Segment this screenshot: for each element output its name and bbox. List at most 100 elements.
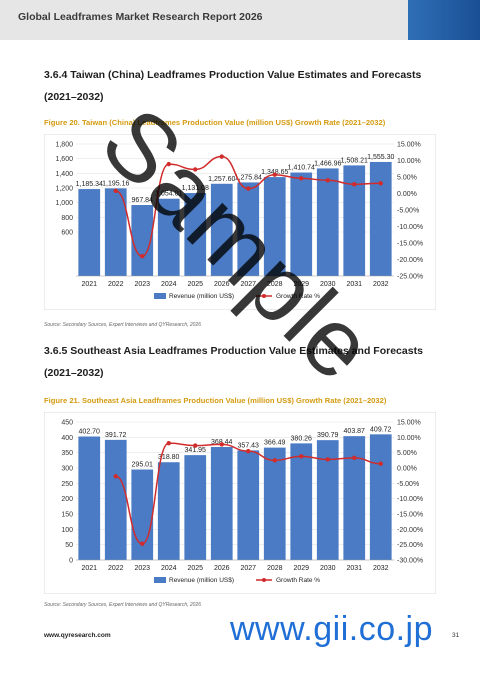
x-tick-label: 2031 bbox=[346, 565, 362, 572]
y2-tick-label: -10.00% bbox=[397, 224, 423, 231]
y2-tick-label: -20.00% bbox=[397, 257, 423, 264]
legend-swatch-revenue bbox=[154, 577, 166, 583]
growth-point bbox=[140, 541, 145, 546]
y-tick-label: 0 bbox=[69, 558, 73, 565]
legend-swatch-revenue bbox=[154, 293, 166, 299]
growth-point bbox=[193, 443, 198, 448]
bar bbox=[210, 447, 233, 560]
y-tick-label: 1,400 bbox=[55, 171, 73, 178]
data-label: 357.43 bbox=[238, 442, 260, 449]
bar bbox=[316, 168, 339, 276]
data-label: 1,508.21 bbox=[341, 157, 368, 164]
report-title: Global Leadframes Market Research Report… bbox=[18, 11, 263, 23]
y2-tick-label: 5.00% bbox=[397, 450, 417, 457]
chart-southeast-asia: 450 400 350 300 250 200 150 100 50 0 15.00% 10.00% 5… bbox=[44, 412, 436, 594]
y-tick-label: 250 bbox=[61, 481, 73, 488]
growth-point bbox=[378, 461, 383, 466]
y2-tick-label: -15.00% bbox=[397, 512, 423, 519]
x-tick-label: 2024 bbox=[161, 565, 177, 572]
bar bbox=[157, 198, 180, 276]
x-tick-label: 2027 bbox=[240, 281, 256, 288]
bar bbox=[131, 205, 154, 276]
y-tick-label: 1,000 bbox=[55, 200, 73, 207]
x-tick-label: 2021 bbox=[81, 281, 97, 288]
chart-taiwan: 1,800 1,600 1,400 1,200 1,000 800 600 15.00% 10.… bbox=[44, 134, 436, 310]
x-tick-label: 2032 bbox=[373, 281, 389, 288]
y2-tick-label: 15.00% bbox=[397, 142, 421, 149]
data-label: 1,555.30 bbox=[367, 154, 394, 161]
x-tick-label: 2029 bbox=[293, 281, 309, 288]
growth-point bbox=[140, 254, 145, 259]
x-tick-label: 2026 bbox=[214, 565, 230, 572]
bar bbox=[369, 434, 392, 560]
footer-url[interactable]: www.qyresearch.com bbox=[44, 632, 111, 639]
bar bbox=[369, 161, 392, 276]
data-label: 390.79 bbox=[317, 432, 339, 439]
data-label: 403.87 bbox=[344, 428, 366, 435]
y-tick-label: 350 bbox=[61, 450, 73, 457]
x-tick-label: 2031 bbox=[346, 281, 362, 288]
data-label: 1,257.60 bbox=[208, 176, 235, 183]
bar bbox=[104, 439, 127, 560]
page-header: Global Leadframes Market Research Report… bbox=[0, 0, 480, 40]
legend-label-growth: Growth Rate % bbox=[276, 577, 320, 584]
bar bbox=[237, 182, 260, 276]
data-label: 366.49 bbox=[264, 440, 286, 447]
growth-point bbox=[299, 454, 304, 459]
y2-tick-label: -5.00% bbox=[397, 481, 419, 488]
bar bbox=[210, 183, 233, 276]
growth-point bbox=[272, 172, 277, 177]
x-tick-label: 2029 bbox=[293, 565, 309, 572]
data-label: 1,410.74 bbox=[288, 165, 315, 172]
growth-point bbox=[299, 176, 304, 181]
data-label: 1,131.08 bbox=[182, 185, 209, 192]
growth-point bbox=[113, 188, 118, 194]
legend-marker-growth bbox=[262, 294, 266, 298]
bar bbox=[104, 188, 127, 276]
y-tick-label: 450 bbox=[61, 420, 73, 427]
y-tick-label: 1,200 bbox=[55, 186, 73, 193]
bar bbox=[237, 450, 260, 560]
y2-tick-label: -15.00% bbox=[397, 241, 423, 248]
growth-point bbox=[352, 455, 357, 461]
y-tick-label: 1,600 bbox=[55, 156, 73, 163]
legend-label-growth: Growth Rate % bbox=[276, 293, 320, 300]
section-heading-southeast-asia: 3.6.5 Southeast Asia Leadframes Producti… bbox=[44, 345, 423, 379]
y2-tick-label: -25.00% bbox=[397, 274, 423, 281]
y-tick-label: 1,800 bbox=[55, 142, 73, 149]
data-label: 1,195.16 bbox=[102, 180, 129, 187]
y2-tick-label: -20.00% bbox=[397, 527, 423, 534]
x-tick-label: 2022 bbox=[108, 565, 124, 572]
growth-point bbox=[272, 458, 277, 463]
growth-point bbox=[113, 474, 118, 479]
y-tick-label: 200 bbox=[61, 496, 73, 503]
x-tick-label: 2024 bbox=[161, 281, 177, 288]
figure-caption-taiwan: Figure 20. Taiwan (China) Leadframes Pro… bbox=[44, 118, 386, 127]
legend-marker-growth bbox=[262, 578, 266, 582]
bar bbox=[316, 440, 339, 560]
x-tick-label: 2023 bbox=[134, 281, 150, 288]
gii-watermark: www.gii.co.jp bbox=[230, 610, 434, 648]
growth-point bbox=[246, 186, 251, 191]
data-label: 967.84 bbox=[132, 197, 154, 204]
growth-line bbox=[115, 442, 381, 545]
data-label: 295.01 bbox=[132, 462, 154, 469]
bar bbox=[78, 436, 101, 560]
data-label: 1,054.01 bbox=[155, 191, 182, 198]
x-tick-label: 2025 bbox=[187, 281, 203, 288]
growth-point bbox=[246, 448, 251, 454]
legend-label-revenue: Revenue (million US$) bbox=[169, 577, 234, 584]
section-heading-taiwan: 3.6.4 Taiwan (China) Leadframes Producti… bbox=[44, 69, 422, 103]
growth-point bbox=[325, 178, 330, 183]
y2-tick-label: 5.00% bbox=[397, 175, 417, 182]
x-tick-label: 2021 bbox=[81, 565, 97, 572]
growth-point bbox=[166, 161, 171, 167]
y2-tick-label: 10.00% bbox=[397, 158, 421, 165]
bar bbox=[184, 193, 207, 276]
data-label: 1,185.34 bbox=[76, 181, 103, 188]
bar bbox=[263, 177, 286, 276]
y-tick-label: 400 bbox=[61, 435, 73, 442]
legend-label-revenue: Revenue (million US$) bbox=[169, 293, 234, 300]
y2-tick-label: 0.00% bbox=[397, 191, 417, 198]
growth-line bbox=[115, 155, 381, 257]
